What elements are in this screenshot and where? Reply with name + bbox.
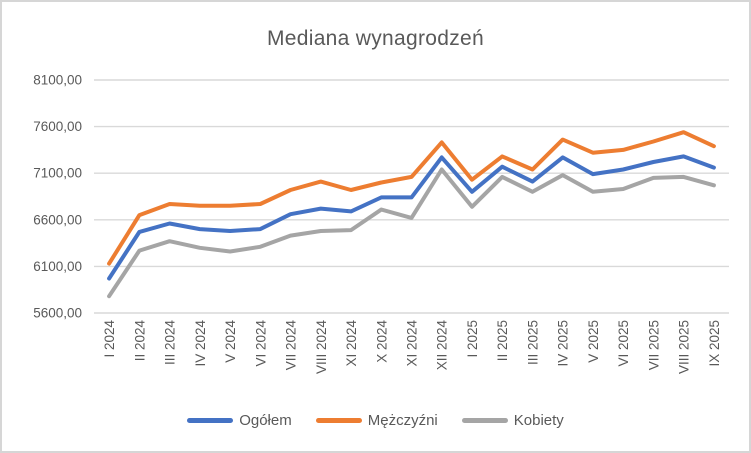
x-axis-category-label: X 2024 (374, 320, 389, 363)
x-axis-category-label: XI 2024 (405, 320, 420, 367)
legend-line-swatch-ogolem (187, 418, 234, 423)
y-axis-tick-label: 6600,00 (33, 212, 82, 227)
legend-item-mezczyzni[interactable]: Mężczyźni (315, 412, 438, 429)
legend-label-mezczyzni: Mężczyźni (367, 412, 438, 429)
legend-label-ogolem: Ogółem (239, 412, 292, 429)
y-axis-tick-label: 7600,00 (33, 119, 82, 134)
x-axis-category-label: VI 2024 (253, 320, 268, 367)
y-axis-tick-label: 7100,00 (33, 166, 82, 181)
y-axis-tick-label: 6100,00 (33, 259, 82, 274)
x-axis-category-label: IV 2024 (193, 320, 208, 367)
legend-item-kobiety[interactable]: Kobiety (461, 412, 564, 429)
x-axis-category-label: VIII 2024 (314, 320, 329, 375)
y-axis-tick-label: 5600,00 (33, 306, 82, 321)
x-axis-category-label: III 2025 (526, 320, 541, 365)
legend: Ogółem Mężczyźni Kobiety (2, 412, 749, 429)
x-axis-category-label: V 2024 (223, 320, 238, 363)
x-axis-category-label: IV 2025 (556, 320, 571, 367)
legend-label-kobiety: Kobiety (513, 412, 564, 429)
chart-title[interactable]: Mediana wynagrodzeń (266, 27, 484, 50)
x-axis-category-label: VI 2025 (616, 320, 631, 367)
y-axis-tick-label: 8100,00 (33, 73, 82, 88)
legend-line-swatch-mezczyzni (315, 418, 362, 423)
x-axis-category-label: IX 2025 (707, 320, 722, 367)
series-line-mezczyzni[interactable] (107, 130, 716, 266)
x-axis-category-label: II 2024 (132, 320, 147, 362)
series-line-kobiety[interactable] (107, 167, 716, 299)
x-axis-category-label: XII 2024 (435, 320, 450, 371)
series-line-ogolem[interactable] (107, 154, 716, 281)
x-axis-category-label: XI 2024 (344, 320, 359, 367)
x-axis-category-label: I 2024 (102, 320, 117, 358)
x-axis-category-label: VII 2025 (646, 320, 661, 370)
x-axis-category-label: VII 2024 (284, 320, 299, 371)
legend-item-ogolem[interactable]: Ogółem (187, 412, 292, 429)
x-axis-category-label: VIII 2025 (677, 320, 692, 374)
x-axis-category-label: II 2025 (495, 320, 510, 361)
legend-line-swatch-kobiety (461, 418, 508, 423)
x-axis-category-label: III 2024 (163, 320, 178, 366)
x-axis-category-label: I 2025 (465, 320, 480, 358)
x-axis-category-label: V 2025 (586, 320, 601, 363)
